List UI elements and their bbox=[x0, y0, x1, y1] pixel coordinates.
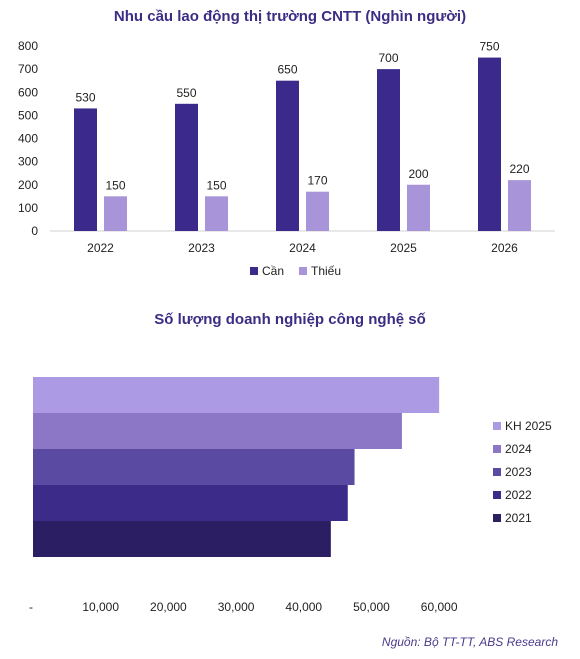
y-tick-label: 200 bbox=[18, 178, 38, 192]
legend-label: 2022 bbox=[505, 488, 532, 502]
chart2-title: Số lượng doanh nghiệp công nghệ số bbox=[154, 311, 426, 328]
x-tick-label: 40,000 bbox=[285, 600, 322, 614]
data-label: 170 bbox=[307, 174, 327, 188]
legend-label: 2023 bbox=[505, 465, 532, 479]
labor-demand-chart: 0 100 200 300 400 500 600 700 800 530 150 2022 550 15… bbox=[18, 39, 555, 278]
legend-swatch-2022 bbox=[493, 491, 501, 499]
bar-Thiếu-2023 bbox=[205, 196, 228, 231]
legend-label: 2024 bbox=[505, 442, 532, 456]
legend-label: Cần bbox=[262, 264, 284, 278]
legend-label: Thiếu bbox=[311, 264, 341, 278]
data-label: 220 bbox=[509, 162, 529, 176]
bar-Cần-2023 bbox=[175, 103, 198, 231]
legend-swatch-2024 bbox=[493, 445, 501, 453]
y-tick-label: 400 bbox=[18, 132, 38, 146]
y-tick-label: 600 bbox=[18, 85, 38, 99]
bar-Thiếu-2024 bbox=[306, 191, 329, 231]
y-tick-label: 500 bbox=[18, 108, 38, 122]
hbar-2022 bbox=[33, 485, 348, 521]
data-label: 200 bbox=[408, 167, 428, 181]
legend-swatch-2023 bbox=[493, 468, 501, 476]
y-tick-label: 700 bbox=[18, 62, 38, 76]
chart1-title: Nhu cầu lao động thị trường CNTT (Nghìn … bbox=[113, 8, 467, 25]
x-tick-label: - bbox=[29, 600, 33, 614]
data-label: 150 bbox=[105, 178, 125, 192]
hbar-2021 bbox=[33, 521, 331, 557]
hbar-2024 bbox=[33, 413, 402, 449]
x-tick-label: 50,000 bbox=[353, 600, 390, 614]
bar-Cần-2022 bbox=[74, 108, 97, 231]
y-tick-label: 300 bbox=[18, 155, 38, 169]
legend-swatch-Thiếu bbox=[299, 267, 307, 275]
x-tick-label: 2026 bbox=[491, 241, 518, 255]
data-label: 650 bbox=[277, 63, 297, 77]
digital-companies-chart: - 10,000 20,000 30,000 40,000 50,000 60,000 KH … bbox=[29, 377, 552, 614]
x-tick-label: 30,000 bbox=[218, 600, 255, 614]
data-label: 700 bbox=[378, 51, 398, 65]
x-tick-label: 20,000 bbox=[150, 600, 187, 614]
source-note: Nguồn: Bộ TT-TT, ABS Research bbox=[381, 635, 558, 649]
x-tick-label: 2025 bbox=[390, 241, 417, 255]
x-tick-label: 10,000 bbox=[82, 600, 119, 614]
data-label: 750 bbox=[479, 40, 499, 54]
bar-Cần-2026 bbox=[478, 57, 501, 231]
bar-Cần-2024 bbox=[276, 80, 299, 231]
legend-swatch-2021 bbox=[493, 514, 501, 522]
legend-swatch-Cần bbox=[250, 267, 258, 275]
data-label: 530 bbox=[75, 90, 95, 104]
hbar-2023 bbox=[33, 449, 355, 485]
x-tick-label: 2023 bbox=[188, 241, 215, 255]
legend-label: 2021 bbox=[505, 511, 532, 525]
data-label: 150 bbox=[206, 178, 226, 192]
legend-swatch-KH-2025 bbox=[493, 422, 501, 430]
bar-Cần-2025 bbox=[377, 69, 400, 231]
bar-Thiếu-2026 bbox=[508, 180, 531, 231]
x-tick-label: 60,000 bbox=[421, 600, 458, 614]
x-tick-label: 2022 bbox=[87, 241, 114, 255]
bar-Thiếu-2025 bbox=[407, 184, 430, 231]
x-tick-label: 2024 bbox=[289, 241, 316, 255]
bar-Thiếu-2022 bbox=[104, 196, 127, 231]
y-tick-label: 100 bbox=[18, 201, 38, 215]
data-label: 550 bbox=[176, 86, 196, 100]
y-tick-label: 800 bbox=[18, 39, 38, 53]
hbar-KH-2025 bbox=[33, 377, 440, 413]
legend-label: KH 2025 bbox=[505, 419, 552, 433]
y-tick-label: 0 bbox=[31, 224, 38, 238]
